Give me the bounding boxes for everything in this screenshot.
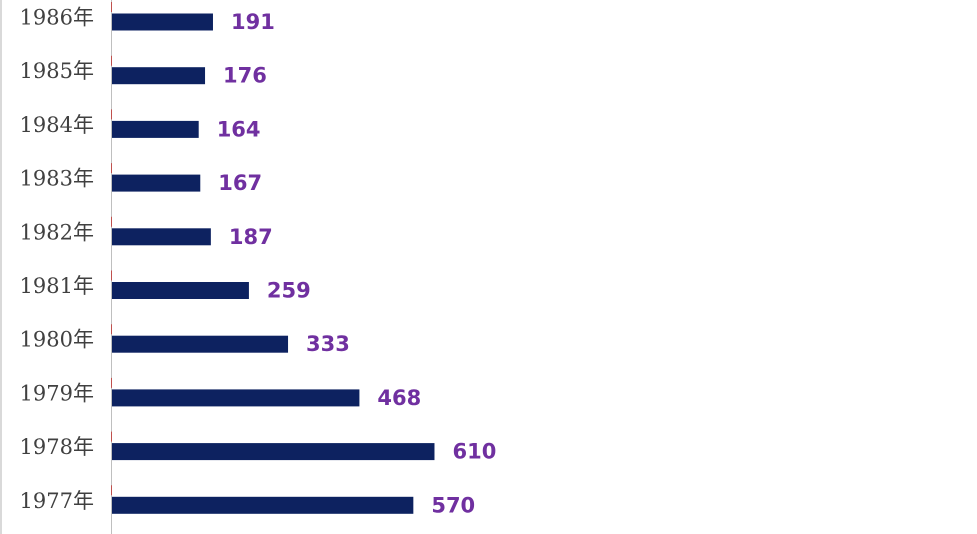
bar-0 xyxy=(112,13,213,31)
category-label: 1979年 xyxy=(20,381,94,405)
bar-5 xyxy=(112,282,249,299)
category-label: 1986年 xyxy=(20,6,94,30)
bar-7 xyxy=(112,389,360,407)
bar-1 xyxy=(112,67,206,85)
category-label: 1984年 xyxy=(20,113,94,137)
category-label: 1983年 xyxy=(20,167,94,191)
category-label: 1981年 xyxy=(20,274,94,298)
value-label: 570 xyxy=(431,493,475,517)
labels-layer: 1986年 191 1985年 176 1984年 164 1983年 167 1982年 187… xyxy=(20,2,496,517)
value-label: 176 xyxy=(223,64,267,88)
bars-layer xyxy=(112,13,435,514)
value-label: 333 xyxy=(306,332,350,356)
category-label: 1977年 xyxy=(20,489,94,513)
bar-3 xyxy=(112,174,201,192)
bar-9 xyxy=(112,496,414,514)
bar-8 xyxy=(112,443,435,461)
value-label: 164 xyxy=(217,117,261,141)
category-label: 1980年 xyxy=(20,328,94,352)
value-label: 167 xyxy=(218,171,262,195)
value-label: 187 xyxy=(229,225,273,249)
value-label: 259 xyxy=(267,279,311,303)
category-label: 1982年 xyxy=(20,220,94,244)
category-label: 1985年 xyxy=(20,59,94,83)
bar-2 xyxy=(112,120,199,138)
bar-4 xyxy=(112,228,211,246)
value-label: 191 xyxy=(231,10,275,34)
category-label: 1978年 xyxy=(20,435,94,459)
bar-6 xyxy=(112,335,289,353)
value-label: 610 xyxy=(452,440,496,464)
value-label: 468 xyxy=(377,386,421,410)
